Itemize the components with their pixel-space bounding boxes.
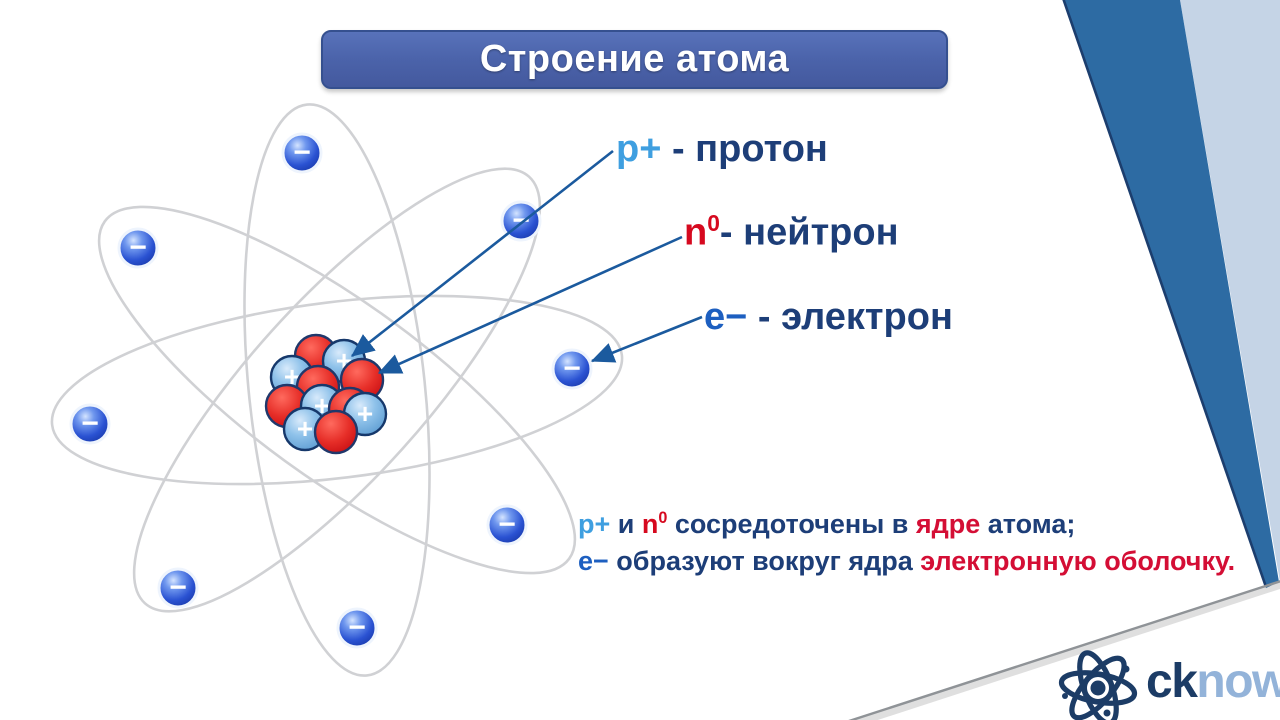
minus-sign: − (129, 231, 147, 264)
title-banner: Строение атома (321, 30, 948, 89)
minus-sign: − (81, 407, 99, 440)
text-segment: 0 (707, 210, 720, 236)
text-segment: атома; (980, 509, 1076, 539)
plus-sign: + (357, 398, 373, 429)
corner-decoration (848, 0, 1280, 720)
plus-sign: + (297, 413, 313, 444)
text-segment: - нейтрон (719, 211, 899, 254)
text-segment: 0 (658, 509, 668, 527)
orbit-ellipse (132, 167, 542, 613)
electrons: − − − − − − − − (69, 132, 593, 649)
minus-sign: − (512, 204, 530, 237)
neutron-label: n0- нейтрон (684, 210, 899, 255)
text-segment: сосредоточены в (667, 509, 916, 539)
logo-wordmark: cknow (1146, 654, 1280, 709)
summary-line-2: e− образуют вокруг ядра электронную обол… (578, 543, 1235, 580)
electron-ball: − (117, 227, 159, 269)
dark-blue-band (1063, 0, 1279, 588)
sheet-right-edge (1062, 0, 1268, 588)
pointer-arrow (350, 149, 614, 358)
electron-label: e− - электрон (704, 296, 953, 339)
text-segment: n (641, 509, 659, 539)
logo-atom-icon (1058, 650, 1138, 720)
text-segment: - электрон (747, 296, 953, 338)
electron-orbits (50, 103, 624, 677)
text-segment: образуют вокруг ядра (608, 546, 921, 576)
electron-ball: − (281, 132, 323, 174)
minus-sign: − (563, 352, 581, 385)
minus-sign: − (169, 571, 187, 604)
neutron-ball (313, 409, 359, 455)
logo-prefix: ck (1146, 655, 1198, 708)
orbit-ellipse (50, 294, 624, 486)
orbit-ellipse (97, 205, 577, 575)
text-segment: e− (578, 546, 609, 576)
text-segment: - протон (661, 128, 828, 170)
minus-sign: − (348, 611, 366, 644)
text-segment: p+ (578, 509, 611, 539)
logo-suffix: now (1196, 655, 1280, 708)
electron-ball: − (69, 403, 111, 445)
electron-ball: − (486, 504, 528, 546)
text-segment: и (610, 509, 642, 539)
text-segment: n (684, 211, 708, 254)
pointer-arrow (590, 315, 703, 363)
nucleus: +++ ++ (264, 333, 388, 455)
orbit-ellipse (243, 103, 431, 677)
minus-sign: − (498, 508, 516, 541)
page-title: Строение атома (479, 38, 790, 80)
electron-ball: − (157, 567, 199, 609)
summary-line-1: p+ и n0 сосредоточены в ядре атома; (578, 500, 1235, 543)
proton-label: p+ - протон (616, 128, 828, 171)
electron-ball: − (551, 348, 593, 390)
text-segment: p+ (616, 128, 662, 170)
pointer-arrows (350, 149, 703, 375)
text-segment: e− (704, 296, 748, 338)
sheet-bottom-shadow (855, 581, 1280, 720)
minus-sign: − (293, 136, 311, 169)
text-segment: электронную оболочку. (920, 546, 1236, 576)
electron-ball: − (336, 607, 378, 649)
light-blue-band (1180, 0, 1280, 582)
sheet-bottom-edge (848, 580, 1280, 720)
pointer-arrow (377, 235, 683, 375)
text-segment: ядре (915, 509, 981, 539)
summary-block: p+ и n0 сосредоточены в ядре атома; e− о… (578, 500, 1235, 580)
